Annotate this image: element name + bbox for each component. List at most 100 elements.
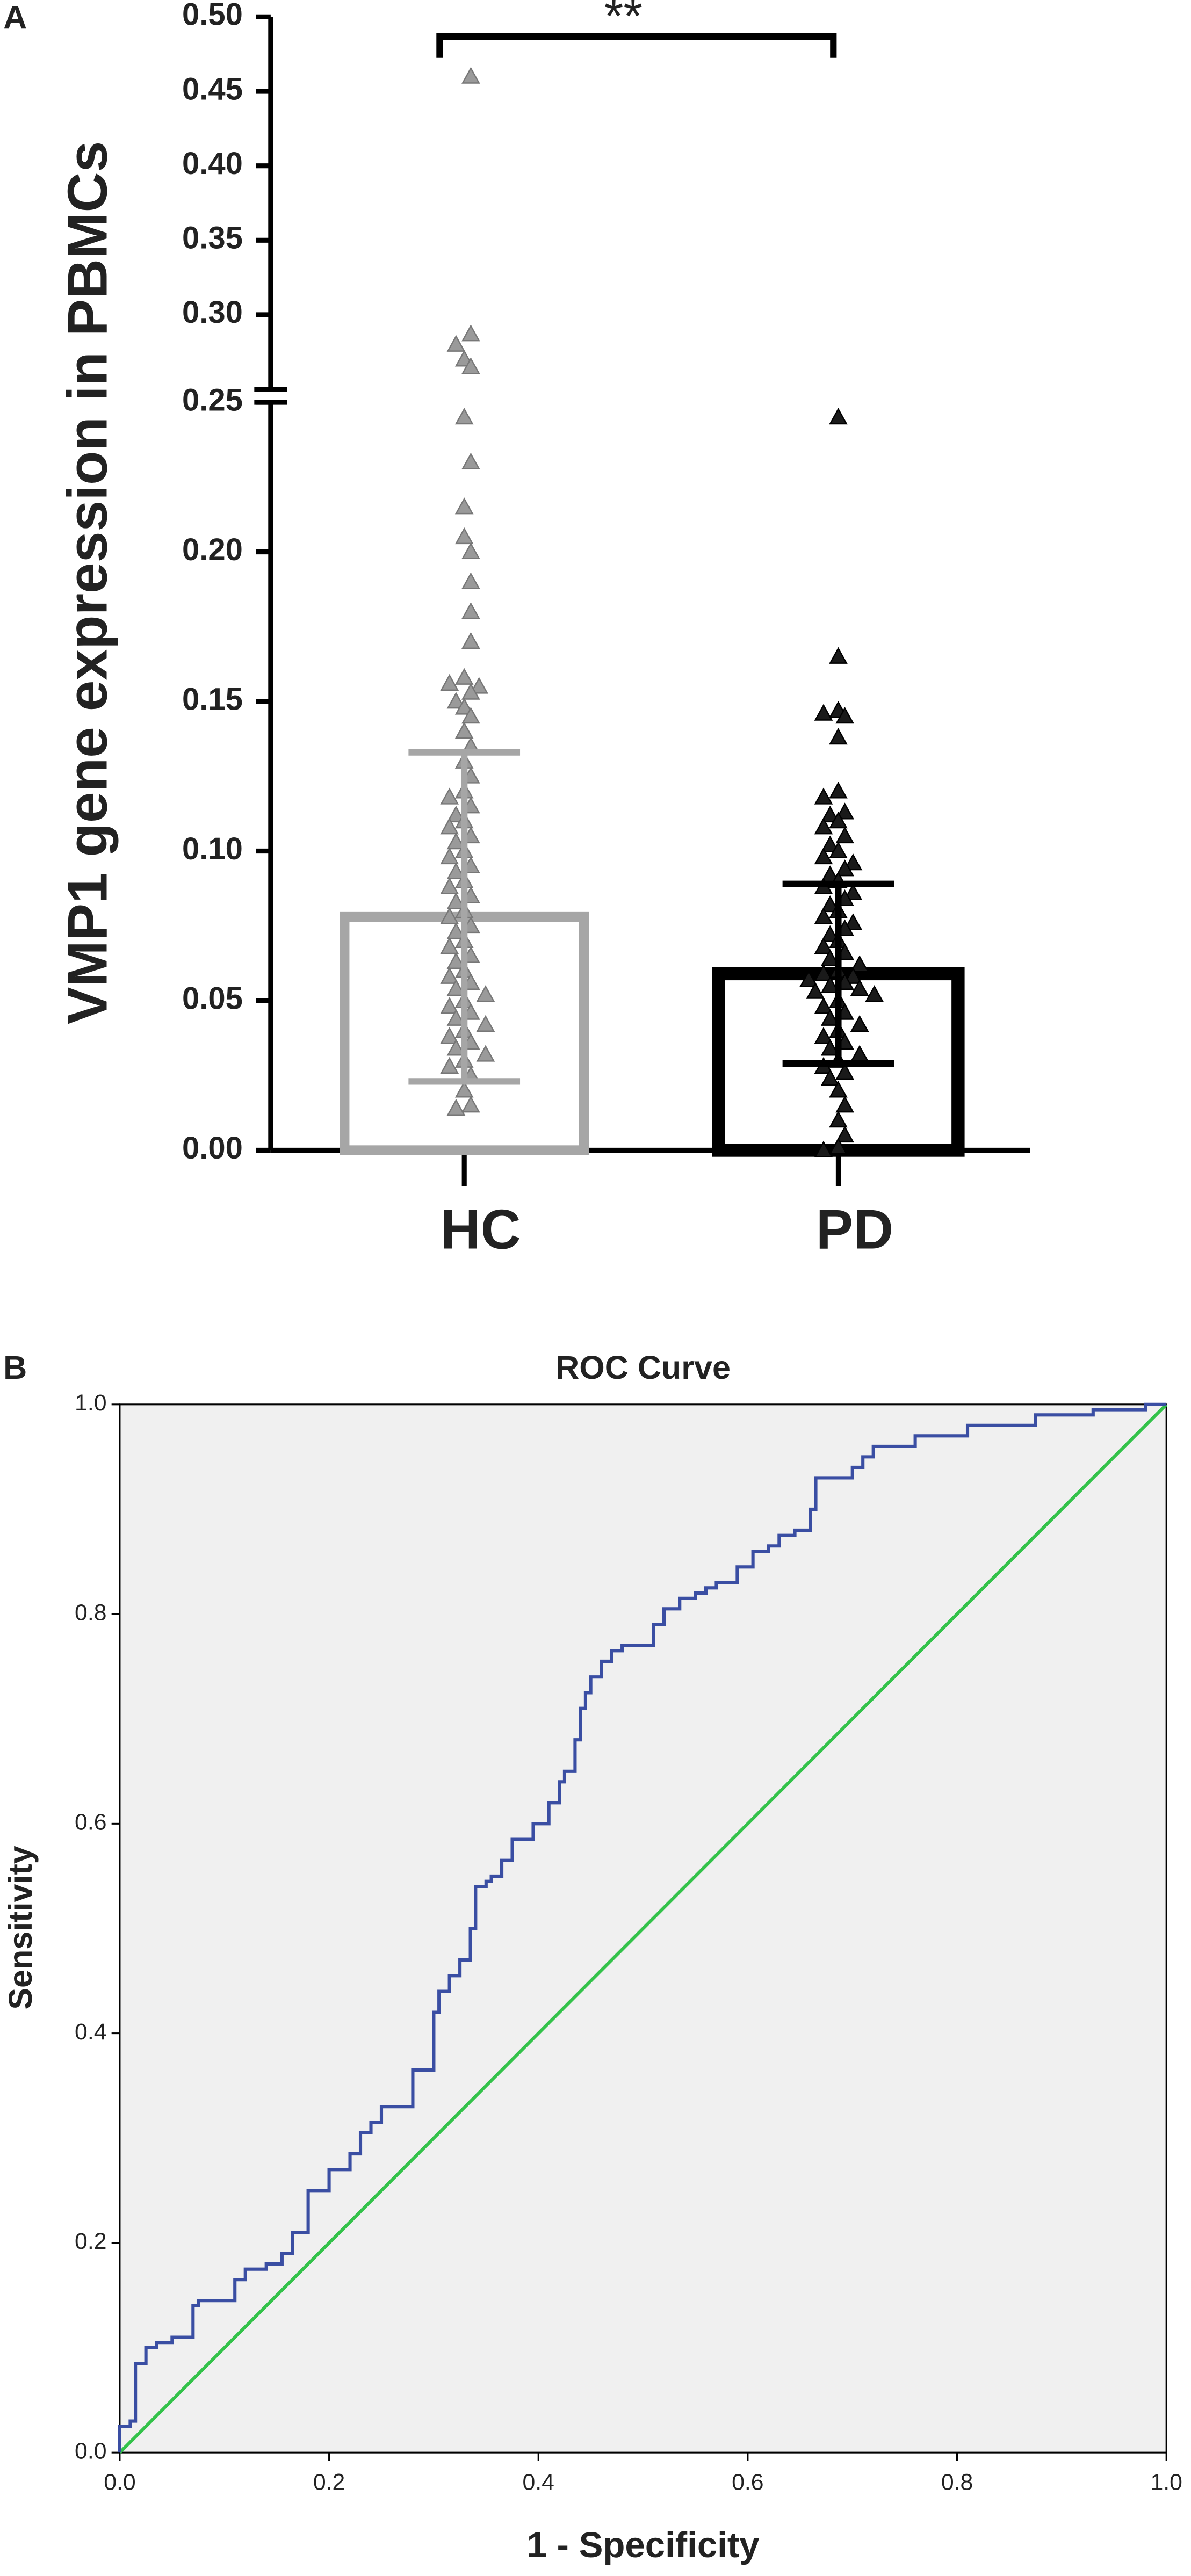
data-point: [843, 913, 863, 930]
y-tick-label: 0.00: [182, 1131, 243, 1166]
x-tick-label: 0.0: [104, 2469, 135, 2495]
data-point: [835, 1125, 855, 1143]
data-point: [446, 922, 466, 939]
data-point: [440, 787, 459, 805]
data-point: [820, 1009, 840, 1026]
data-point: [461, 324, 480, 342]
data-point: [843, 853, 863, 871]
data-point: [814, 787, 833, 805]
x-tick-label: PD: [816, 1199, 893, 1261]
data-point: [446, 1098, 466, 1116]
data-point: [865, 985, 884, 1002]
significance-bracket: [436, 33, 837, 58]
data-point: [461, 572, 480, 589]
data-point: [440, 817, 459, 835]
data-point: [461, 357, 480, 374]
data-point: [440, 674, 459, 691]
x-tick-label: 0.4: [523, 2469, 554, 2495]
y-tick-label: 0.35: [182, 221, 243, 256]
data-point: [461, 683, 480, 700]
data-point: [454, 668, 474, 685]
data-point: [829, 728, 848, 745]
data-point: [829, 1111, 848, 1128]
data-point: [454, 408, 474, 425]
data-point: [446, 832, 466, 850]
data-point: [820, 976, 840, 993]
y-tick-label: 0.6: [75, 1810, 106, 1835]
y-tick-label: 0.10: [182, 831, 243, 866]
x-tick-label: 0.2: [313, 2469, 345, 2495]
data-point: [440, 907, 459, 924]
data-point: [814, 937, 833, 954]
y-tick-label: 1.0: [75, 1390, 106, 1416]
data-point: [843, 883, 863, 900]
data-point: [814, 1027, 833, 1044]
data-point: [850, 955, 869, 972]
data-point: [820, 895, 840, 913]
y-tick-label: 0.0: [75, 2438, 106, 2464]
data-point: [829, 1081, 848, 1098]
data-point: [440, 1027, 459, 1044]
x-tick-label: 0.6: [732, 2469, 763, 2495]
data-point: [806, 982, 825, 999]
data-point: [461, 452, 480, 469]
data-point: [461, 67, 480, 84]
data-point: [454, 721, 474, 739]
y-tick-label: 0.30: [182, 295, 243, 330]
y-axis-label: VMP1 gene expression in PBMCs: [56, 141, 119, 1024]
data-point: [440, 967, 459, 984]
y-tick-label: 0.15: [182, 682, 243, 717]
data-point: [829, 782, 848, 799]
data-point: [461, 602, 480, 619]
data-point: [446, 979, 466, 996]
data-point: [829, 841, 848, 858]
data-point: [454, 698, 474, 715]
y-tick-label: 0.25: [182, 382, 243, 417]
data-point: [835, 1062, 855, 1080]
x-tick-label: 0.8: [941, 2469, 973, 2495]
data-point: [446, 692, 466, 709]
panel-label: B: [3, 1349, 27, 1386]
line-series: [118, 1402, 1167, 2453]
data-point: [440, 937, 459, 954]
data-point: [850, 1045, 869, 1062]
data-point: [446, 335, 466, 352]
x-tick-label: 1.0: [1150, 2469, 1182, 2495]
data-point: [820, 805, 840, 823]
x-axis-label: 1 - Specificity: [527, 2525, 760, 2565]
data-point: [470, 677, 489, 694]
y-axis-label: Sensitivity: [2, 1846, 39, 2009]
line-series: [118, 1403, 1168, 2454]
data-point: [850, 979, 869, 996]
data-point: [446, 952, 466, 969]
y-tick-label: 0.05: [182, 981, 243, 1016]
chart-title: ROC Curve: [555, 1349, 731, 1386]
data-point: [440, 877, 459, 894]
data-point: [446, 805, 466, 823]
data-point: [814, 704, 833, 721]
data-point: [476, 1015, 495, 1032]
data-point: [829, 812, 848, 829]
data-point: [454, 527, 474, 545]
data-point: [461, 632, 480, 649]
data-point: [814, 847, 833, 865]
data-point: [446, 862, 466, 879]
data-point: [461, 542, 480, 559]
data-point: [799, 970, 818, 987]
data-point: [440, 997, 459, 1014]
data-point: [814, 964, 833, 981]
data-point: [440, 1057, 459, 1074]
data-point: [850, 1015, 869, 1032]
data-point: [820, 1039, 840, 1056]
data-point: [843, 967, 863, 984]
data-point: [820, 835, 840, 852]
data-point: [820, 949, 840, 966]
data-point: [835, 802, 855, 820]
y-tick-label: 0.40: [182, 146, 243, 181]
panel-label: A: [3, 0, 27, 36]
data-point: [814, 907, 833, 924]
data-point: [454, 497, 474, 515]
data-point: [446, 1009, 466, 1026]
